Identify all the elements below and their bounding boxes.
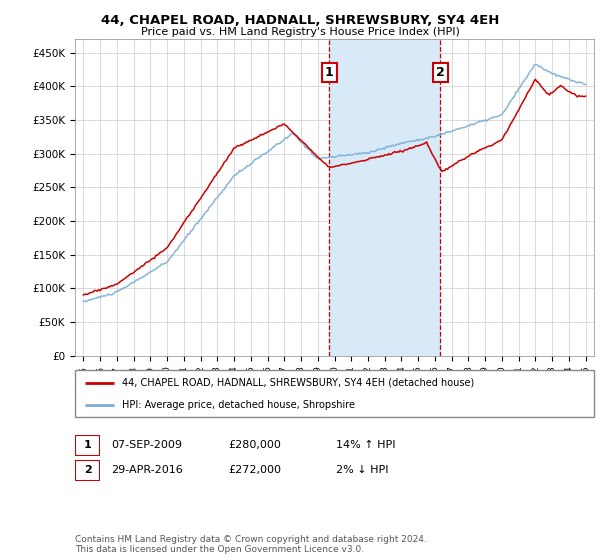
FancyBboxPatch shape <box>75 370 594 417</box>
Text: 1: 1 <box>325 66 334 80</box>
Text: 1: 1 <box>84 440 91 450</box>
Text: 2: 2 <box>436 66 445 80</box>
FancyBboxPatch shape <box>75 435 100 456</box>
Text: £280,000: £280,000 <box>228 440 281 450</box>
Text: 44, CHAPEL ROAD, HADNALL, SHREWSBURY, SY4 4EH (detached house): 44, CHAPEL ROAD, HADNALL, SHREWSBURY, SY… <box>122 378 474 388</box>
FancyBboxPatch shape <box>75 460 100 481</box>
Text: Contains HM Land Registry data © Crown copyright and database right 2024.
This d: Contains HM Land Registry data © Crown c… <box>75 535 427 554</box>
Bar <box>329 39 440 356</box>
Text: 44, CHAPEL ROAD, HADNALL, SHREWSBURY, SY4 4EH: 44, CHAPEL ROAD, HADNALL, SHREWSBURY, SY… <box>101 14 499 27</box>
Text: HPI: Average price, detached house, Shropshire: HPI: Average price, detached house, Shro… <box>122 400 355 410</box>
Text: £272,000: £272,000 <box>228 465 281 475</box>
Text: Price paid vs. HM Land Registry's House Price Index (HPI): Price paid vs. HM Land Registry's House … <box>140 27 460 37</box>
Text: 14% ↑ HPI: 14% ↑ HPI <box>336 440 395 450</box>
Text: 07-SEP-2009: 07-SEP-2009 <box>111 440 182 450</box>
Text: 2: 2 <box>84 465 91 475</box>
Text: 29-APR-2016: 29-APR-2016 <box>111 465 183 475</box>
Text: 2% ↓ HPI: 2% ↓ HPI <box>336 465 389 475</box>
